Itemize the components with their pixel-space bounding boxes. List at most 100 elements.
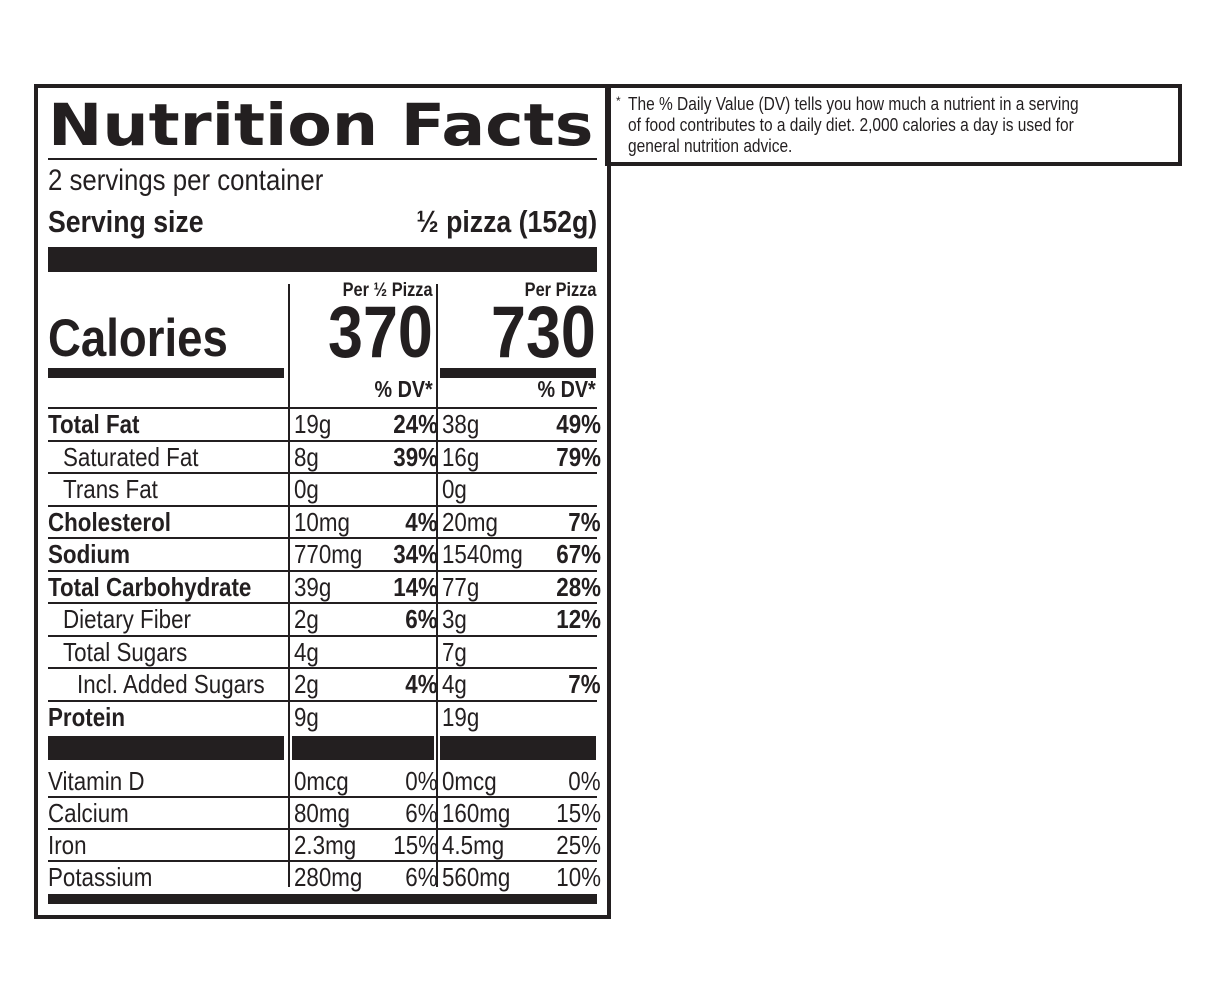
footnote-text: The % Daily Value (DV) tells you how muc…: [628, 94, 1079, 157]
nutrient-dv: 6%: [405, 604, 438, 634]
nutrient-amount: 20mg: [442, 506, 498, 537]
calories-label: Calories: [48, 309, 228, 368]
nutrient-dv: 4%: [405, 669, 438, 699]
nutrient-amount: 10mg: [294, 506, 350, 537]
nutrient-name: Sodium: [48, 539, 130, 569]
thick-divider-vitamins-right: [440, 736, 596, 760]
vitamin-name: Calcium: [48, 798, 129, 828]
label-title: Nutrition Facts: [48, 91, 594, 159]
nutrient-amount: 77g: [442, 571, 480, 602]
nutrient-dv: 67%: [556, 539, 601, 569]
nutrient-amount: 9g: [294, 701, 319, 732]
serving-size-value: ½ pizza (152g): [416, 204, 597, 239]
row-divider: [48, 504, 597, 507]
vitamin-dv: 6%: [405, 862, 438, 892]
nutrient-amount: 19g: [442, 701, 480, 732]
nutrient-name: Total Carbohydrate: [48, 571, 252, 602]
nutrient-dv: 39%: [393, 441, 438, 472]
thick-divider-top: [48, 247, 597, 272]
row-divider: [48, 860, 597, 862]
footnote-line: of food contributes to a daily diet. 2,0…: [628, 115, 1074, 135]
vitamin-amount: 160mg: [442, 798, 511, 828]
nutrient-amount: 0g: [294, 474, 319, 504]
nutrient-amount: 1540mg: [442, 539, 523, 569]
vitamin-amount: 280mg: [294, 862, 363, 892]
nutrient-amount: 4g: [294, 636, 319, 667]
row-divider: [48, 699, 597, 702]
daily-value-footnote: * The % Daily Value (DV) tells you how m…: [605, 84, 1182, 166]
nutrient-amount: 39g: [294, 571, 332, 602]
nutrient-name: Total Fat: [48, 409, 140, 439]
nutrient-name: Saturated Fat: [63, 441, 199, 472]
vitamin-amount: 0mcg: [442, 766, 497, 796]
nutrient-name: Protein: [48, 701, 126, 732]
row-divider: [48, 602, 597, 604]
vitamin-dv: 25%: [556, 830, 601, 860]
nutrient-dv: 7%: [568, 669, 601, 699]
column-divider-1: [288, 284, 290, 887]
footnote-line: The % Daily Value (DV) tells you how muc…: [628, 94, 1079, 114]
row-divider: [48, 828, 597, 830]
calories-bar-right: [440, 368, 596, 378]
nutrient-amount: 19g: [294, 409, 332, 439]
nutrient-dv: 24%: [393, 409, 438, 439]
vitamin-name: Potassium: [48, 862, 153, 892]
row-divider: [48, 472, 597, 474]
row-divider: [48, 569, 597, 572]
thick-divider-vitamins-mid: [292, 736, 434, 760]
vitamin-amount: 0mcg: [294, 766, 349, 796]
title-divider: [48, 158, 597, 160]
nutrient-dv: 12%: [556, 604, 601, 634]
vitamin-name: Iron: [48, 830, 87, 860]
footnote-line: general nutrition advice.: [628, 136, 793, 156]
nutrient-name: Incl. Added Sugars: [77, 669, 265, 699]
thick-divider-bottom: [48, 894, 597, 904]
nutrient-name: Total Sugars: [63, 636, 188, 667]
vitamin-dv: 6%: [405, 798, 438, 828]
vitamin-dv: 15%: [393, 830, 438, 860]
vitamin-amount: 560mg: [442, 862, 511, 892]
serving-size-label: Serving size: [48, 204, 204, 239]
row-divider: [48, 407, 597, 409]
vitamin-dv: 0%: [568, 766, 601, 796]
servings-per-container: 2 servings per container: [48, 164, 324, 197]
row-divider: [48, 634, 597, 637]
footnote-asterisk: *: [616, 94, 621, 108]
nutrition-facts-label: Nutrition Facts 2 servings per container…: [34, 84, 611, 919]
column-divider-2: [436, 284, 438, 887]
vitamin-dv: 15%: [556, 798, 601, 828]
nutrient-dv: 4%: [405, 506, 438, 537]
thick-divider-vitamins-left: [48, 736, 284, 760]
row-divider: [48, 667, 597, 669]
nutrient-amount: 770mg: [294, 539, 363, 569]
nutrient-amount: 38g: [442, 409, 480, 439]
vitamin-name: Vitamin D: [48, 766, 145, 796]
column-header-whole-pizza: Per Pizza: [524, 280, 596, 301]
nutrient-dv: 79%: [556, 441, 601, 472]
vitamin-amount: 80mg: [294, 798, 350, 828]
calories-value-whole-pizza: 730: [491, 292, 596, 373]
dv-header-half-pizza: % DV*: [374, 376, 433, 402]
vitamin-amount: 4.5mg: [442, 830, 505, 860]
nutrient-dv: 28%: [556, 571, 601, 602]
nutrient-name: Dietary Fiber: [63, 604, 191, 634]
nutrient-amount: 3g: [442, 604, 467, 634]
column-header-half-pizza: Per ½ Pizza: [343, 280, 433, 301]
nutrient-amount: 4g: [442, 669, 467, 699]
calories-bar-left: [48, 368, 284, 378]
nutrient-name: Trans Fat: [63, 474, 158, 504]
nutrient-amount: 16g: [442, 441, 480, 472]
nutrient-dv: 7%: [568, 506, 601, 537]
vitamin-dv: 10%: [556, 862, 601, 892]
nutrient-dv: 14%: [393, 571, 438, 602]
nutrient-dv: 34%: [393, 539, 438, 569]
nutrient-amount: 2g: [294, 669, 319, 699]
calories-value-half-pizza: 370: [328, 292, 433, 373]
nutrient-amount: 2g: [294, 604, 319, 634]
vitamin-dv: 0%: [405, 766, 438, 796]
nutrient-name: Cholesterol: [48, 506, 172, 537]
nutrient-amount: 7g: [442, 636, 467, 667]
row-divider: [48, 796, 597, 798]
row-divider: [48, 439, 597, 442]
row-divider: [48, 537, 597, 539]
